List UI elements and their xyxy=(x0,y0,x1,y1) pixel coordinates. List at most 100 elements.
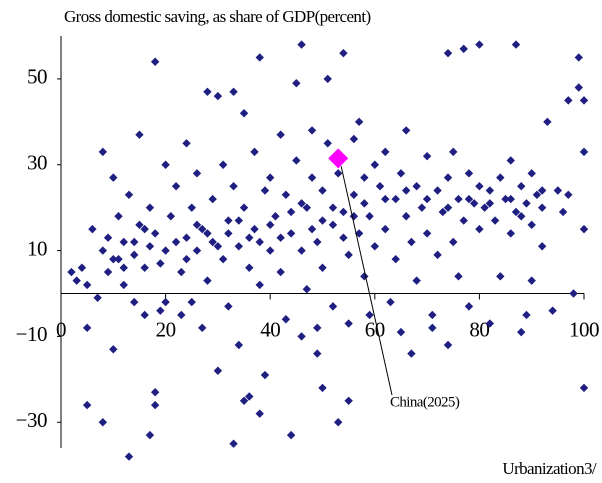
point xyxy=(177,310,186,320)
point xyxy=(422,194,432,204)
point xyxy=(276,267,285,277)
point xyxy=(318,186,327,195)
point xyxy=(381,194,390,204)
chart-title: Gross domestic saving, as share of GDP(p… xyxy=(64,7,371,26)
point xyxy=(307,173,317,182)
point xyxy=(506,156,515,165)
point xyxy=(475,182,484,191)
x-axis-label: Urbanization3/ xyxy=(502,459,596,478)
point xyxy=(234,216,244,225)
point xyxy=(558,207,568,217)
point xyxy=(475,40,484,49)
point xyxy=(82,280,92,290)
point xyxy=(266,220,275,230)
point xyxy=(276,130,285,139)
point xyxy=(375,182,385,191)
point xyxy=(166,212,176,221)
point xyxy=(192,169,202,178)
point xyxy=(150,229,160,238)
point xyxy=(391,254,400,264)
point xyxy=(245,233,254,242)
point xyxy=(239,109,249,118)
point xyxy=(213,242,223,251)
point xyxy=(485,199,495,208)
point xyxy=(365,310,374,320)
point xyxy=(239,396,249,405)
point xyxy=(229,439,238,448)
x-tick-label: 0 xyxy=(56,317,66,341)
point xyxy=(459,216,468,225)
highlight-point xyxy=(328,148,349,169)
point xyxy=(422,151,432,161)
point xyxy=(328,220,338,230)
point xyxy=(323,74,332,84)
point xyxy=(297,199,306,208)
point xyxy=(161,297,170,307)
point xyxy=(339,207,348,217)
point xyxy=(182,233,191,242)
point xyxy=(286,207,296,217)
point xyxy=(579,383,589,393)
point xyxy=(496,173,505,182)
point xyxy=(307,224,317,234)
point xyxy=(454,272,463,281)
annotation-label: China(2025) xyxy=(390,394,460,410)
point xyxy=(328,203,338,212)
point xyxy=(192,220,202,230)
point xyxy=(490,216,500,225)
point xyxy=(344,396,353,405)
point xyxy=(114,254,123,264)
point xyxy=(506,229,515,238)
point xyxy=(124,190,134,199)
point xyxy=(307,126,317,135)
point xyxy=(281,190,291,199)
point xyxy=(564,96,573,105)
point xyxy=(569,289,578,298)
point xyxy=(266,173,275,182)
point xyxy=(245,392,254,401)
point xyxy=(182,254,191,264)
x-tick-label: 40 xyxy=(260,317,280,341)
point xyxy=(150,400,160,410)
point xyxy=(218,254,228,264)
point xyxy=(328,302,338,311)
point xyxy=(537,242,547,251)
point xyxy=(370,242,379,251)
point xyxy=(537,203,547,212)
point xyxy=(281,315,291,324)
point xyxy=(381,147,390,157)
point xyxy=(161,246,170,255)
point xyxy=(130,297,139,307)
point xyxy=(140,224,149,234)
point xyxy=(103,267,113,277)
point xyxy=(517,212,526,221)
point xyxy=(428,323,437,333)
point xyxy=(454,194,463,204)
point xyxy=(318,383,327,393)
point xyxy=(119,237,128,247)
point xyxy=(537,186,547,195)
point xyxy=(145,242,155,251)
point xyxy=(187,297,196,307)
point xyxy=(412,182,421,191)
point xyxy=(234,242,244,251)
point xyxy=(313,349,322,358)
point xyxy=(72,276,81,285)
point xyxy=(360,173,369,182)
point xyxy=(239,203,249,212)
point xyxy=(349,212,359,221)
point xyxy=(396,327,406,337)
point xyxy=(171,237,181,247)
point xyxy=(203,276,212,285)
point xyxy=(511,207,521,217)
point xyxy=(250,224,259,234)
point xyxy=(150,388,160,397)
point xyxy=(82,323,92,333)
point xyxy=(187,203,196,212)
point xyxy=(428,310,437,320)
point xyxy=(266,246,275,255)
point xyxy=(150,57,160,66)
point xyxy=(360,272,369,281)
point xyxy=(255,237,264,247)
point xyxy=(255,280,264,290)
